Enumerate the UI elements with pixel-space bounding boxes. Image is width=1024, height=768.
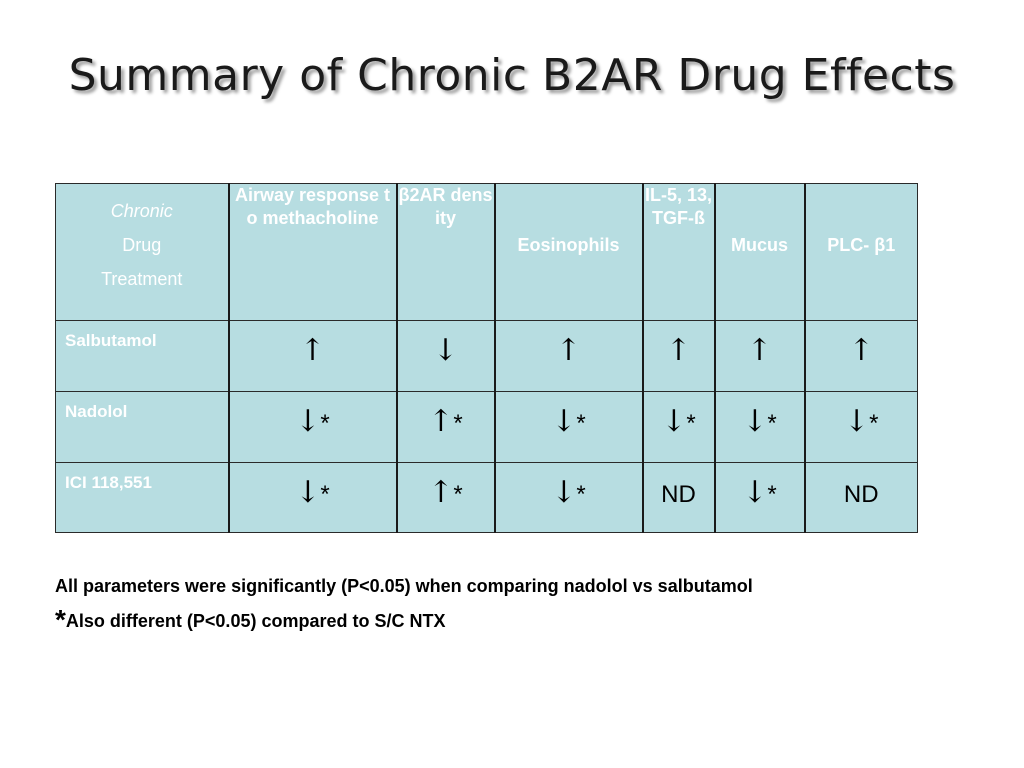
cell-value: ↓* (713, 462, 805, 533)
footnote-also-different: *Also different (P<0.05) compared to S/C… (55, 604, 445, 636)
cell-value: ↑* (395, 462, 495, 533)
cell-value: ↑ (803, 320, 918, 392)
cell-value: ↓* (493, 391, 643, 463)
row-label-ici: ICI 118,551 (55, 462, 229, 533)
cell-mark: * (576, 410, 586, 437)
cell-mark: * (767, 410, 777, 437)
cell-mark: ND (661, 481, 696, 508)
arrow-icon: ↓ (295, 475, 321, 510)
cell-value: ↓* (641, 391, 715, 463)
arrow-icon: ↑ (746, 333, 773, 368)
table-row: ICI 118,551 ↓* ↑* ↓* ND ↓* ND (55, 462, 918, 533)
arrow-icon: ↓ (742, 404, 768, 439)
cell-mark: * (576, 481, 586, 508)
header-plc: PLC- β1 (803, 183, 918, 321)
arrow-icon: ↓ (432, 333, 459, 368)
cell-mark: * (320, 410, 330, 437)
arrow-icon: ↓ (661, 404, 687, 439)
arrow-icon: ↓ (742, 475, 768, 510)
arrow-icon: ↑ (555, 333, 582, 368)
drug-effects-table: Chronic Drug Treatment Airway response t… (55, 183, 918, 533)
cell-value: ↓ (395, 320, 495, 392)
row-label-salbutamol: Salbutamol (55, 320, 229, 392)
slide-title: Summary of Chronic B2AR Drug Effects (68, 50, 956, 101)
cell-mark: * (453, 481, 463, 508)
cell-mark: ND (843, 481, 879, 508)
cell-mark: * (767, 481, 777, 508)
header-treatment: Chronic Drug Treatment (55, 183, 229, 321)
cell-value: ND (803, 462, 918, 533)
arrow-icon: ↑ (299, 333, 326, 368)
cell-value: ↑ (493, 320, 643, 392)
footnote-text: Also different (P<0.05) compared to S/C … (65, 611, 446, 631)
header-il5: IL-5, 13, TGF-ß (641, 183, 715, 321)
cell-mark: * (869, 410, 879, 437)
cell-value: ↓* (493, 462, 643, 533)
header-airway: Airway response to methacholine (227, 183, 397, 321)
arrow-icon: ↑ (848, 333, 874, 368)
cell-value: ND (641, 462, 715, 533)
header-treatment-label: Treatment (101, 269, 183, 289)
table-row: Nadolol ↓* ↑* ↓* ↓* ↓* ↓* (55, 391, 918, 463)
header-b2ar-density: β2AR density (395, 183, 495, 321)
cell-value: ↓* (713, 391, 805, 463)
header-row: Chronic Drug Treatment Airway response t… (55, 183, 918, 321)
header-eosinophils: Eosinophils (493, 183, 643, 321)
cell-value: ↓* (227, 391, 397, 463)
cell-mark: * (453, 410, 463, 437)
arrow-icon: ↓ (844, 404, 870, 439)
cell-value: ↑ (641, 320, 715, 392)
arrow-icon: ↑ (665, 333, 692, 368)
arrow-icon: ↑ (428, 404, 454, 439)
arrow-icon: ↓ (551, 404, 577, 439)
cell-value: ↓* (227, 462, 397, 533)
arrow-icon: ↓ (551, 475, 577, 510)
cell-mark: * (686, 410, 696, 437)
cell-mark: * (320, 481, 330, 508)
cell-value: ↑ (227, 320, 397, 392)
asterisk-mark: * (55, 604, 66, 635)
arrow-icon: ↑ (428, 475, 454, 510)
footnote-significance: All parameters were significantly (P<0.0… (55, 576, 753, 596)
cell-value: ↑ (713, 320, 805, 392)
row-label-nadolol: Nadolol (55, 391, 229, 463)
arrow-icon: ↓ (295, 404, 321, 439)
cell-value: ↑* (395, 391, 495, 463)
cell-value: ↓* (803, 391, 918, 463)
header-chronic: Chronic (110, 201, 173, 221)
table-row: Salbutamol ↑ ↓ ↑ ↑ ↑ ↑ (55, 320, 918, 392)
header-mucus: Mucus (713, 183, 805, 321)
header-drug: Drug (122, 235, 162, 255)
